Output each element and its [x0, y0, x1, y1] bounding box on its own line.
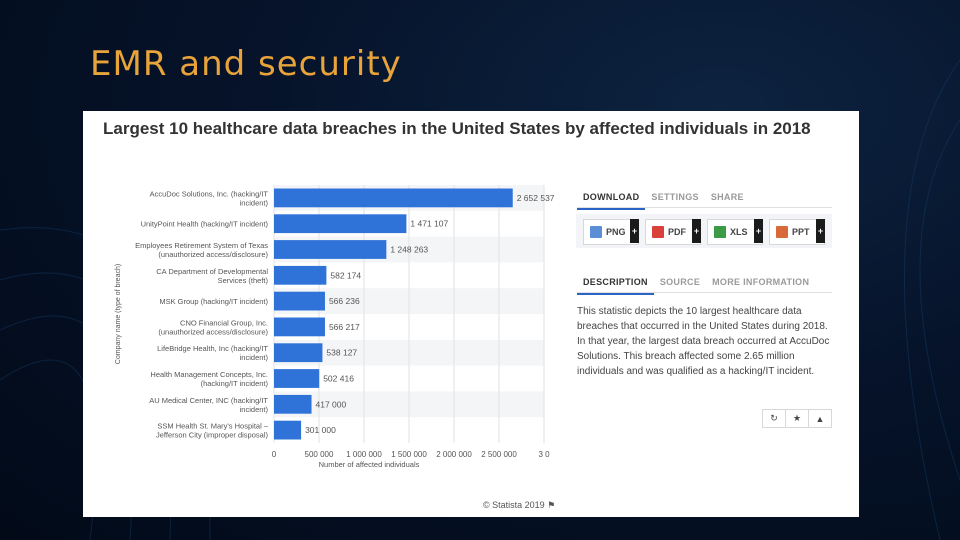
- category-label: MSK Group (hacking/IT incident): [159, 297, 268, 306]
- bar-value-label: 566 217: [329, 322, 360, 332]
- category-label: (hacking/IT incident): [201, 379, 269, 388]
- info-tabs-divider: [577, 292, 832, 293]
- category-label: Jefferson City (improper disposal): [156, 431, 268, 440]
- category-label: (unauthorized access/disclosure): [158, 327, 268, 336]
- category-label: incident): [240, 198, 269, 207]
- bar: [274, 343, 323, 363]
- pdf-file-icon: [652, 226, 664, 238]
- bar-value-label: 582 174: [330, 270, 361, 280]
- credit-text: © Statista 2019: [483, 500, 545, 510]
- plus-icon: +: [816, 219, 825, 243]
- category-label: Services (theft): [218, 276, 269, 285]
- category-label: UnityPoint Health (hacking/IT incident): [141, 220, 269, 229]
- category-label: Health Management Concepts, Inc.: [150, 370, 268, 379]
- x-tick-label: 500 000: [305, 450, 334, 459]
- bar-chart: 2 652 537 AccuDoc Solutions, Inc. (hackin…: [115, 185, 555, 469]
- bar-value-label: 301 000: [305, 425, 336, 435]
- x-axis-label: Number of affected individuals: [319, 460, 420, 469]
- category-label: incident): [240, 405, 269, 414]
- ppt-file-icon: [776, 226, 788, 238]
- bar-value-label: 502 416: [323, 374, 354, 384]
- x-tick-label: 2 500 000: [481, 450, 517, 459]
- category-label: CA Department of Developmental: [156, 267, 268, 276]
- category-label: Employees Retirement System of Texas: [135, 241, 268, 250]
- statista-panel: Largest 10 healthcare data breaches in t…: [83, 111, 859, 517]
- tab-share[interactable]: SHARE: [710, 192, 744, 202]
- bar: [274, 265, 327, 285]
- info-tabs: DESCRIPTION SOURCE MORE INFORMATION: [577, 277, 815, 295]
- download-buttons: PNG + PDF + XLS + PPT +: [576, 214, 832, 248]
- bar: [274, 214, 407, 234]
- plus-icon: +: [630, 219, 639, 243]
- xls-file-icon: [714, 226, 726, 238]
- pdf-download-button[interactable]: PDF +: [645, 219, 701, 245]
- bar-value-label: 1 471 107: [410, 219, 448, 229]
- tab-description[interactable]: DESCRIPTION: [577, 277, 654, 295]
- ppt-button-label: PPT: [792, 227, 810, 237]
- chart-title: Largest 10 healthcare data breaches in t…: [103, 119, 811, 138]
- y-axis-label: Company name (type of breach): [115, 264, 122, 364]
- bar-value-label: 566 236: [329, 296, 360, 306]
- x-tick-label: 1 500 000: [391, 450, 427, 459]
- tab-source[interactable]: SOURCE: [659, 277, 701, 287]
- bar: [274, 317, 325, 337]
- x-tick-label: 1 000 000: [346, 450, 382, 459]
- bar: [274, 240, 387, 259]
- bar: [274, 369, 320, 388]
- statista-credit: © Statista 2019 ⚑: [483, 500, 555, 511]
- x-tick-label: 3 0: [538, 450, 550, 459]
- ppt-download-button[interactable]: PPT +: [769, 219, 825, 245]
- category-label: CNO Financial Group, Inc.: [180, 318, 268, 327]
- bar-value-label: 538 127: [326, 348, 357, 358]
- tab-download[interactable]: DOWNLOAD: [577, 192, 646, 210]
- png-button-label: PNG: [606, 227, 626, 237]
- bar: [274, 291, 325, 311]
- category-label: AU Medical Center, INC (hacking/IT: [149, 396, 268, 405]
- star-icon: ★: [792, 413, 802, 423]
- png-download-button[interactable]: PNG +: [583, 219, 639, 245]
- description-text: This statistic depicts the 10 largest he…: [577, 306, 830, 377]
- plus-icon: +: [692, 219, 701, 243]
- category-label: LifeBridge Health, Inc (hacking/IT: [157, 344, 268, 353]
- category-label: (unauthorized access/disclosure): [158, 250, 268, 259]
- bar: [274, 420, 302, 440]
- x-tick-label: 2 000 000: [436, 450, 472, 459]
- x-tick-label: 0: [272, 450, 277, 459]
- bar-value-label: 417 000: [316, 399, 347, 409]
- notify-button[interactable]: ▲: [808, 409, 832, 428]
- pdf-button-label: PDF: [668, 227, 686, 237]
- slide-title: EMR and security: [90, 44, 402, 84]
- action-buttons: ↻ ★ ▲: [762, 409, 832, 428]
- favorite-button[interactable]: ★: [785, 409, 809, 428]
- flag-icon: ⚑: [547, 500, 556, 510]
- download-tabs: DOWNLOAD SETTINGS SHARE: [577, 192, 750, 210]
- bar: [274, 188, 513, 208]
- refresh-icon: ↻: [770, 413, 778, 423]
- refresh-button[interactable]: ↻: [762, 409, 786, 428]
- category-label: AccuDoc Solutions, Inc. (hacking/IT: [150, 189, 269, 198]
- download-tabs-divider: [577, 207, 832, 208]
- bar-value-label: 1 248 263: [390, 245, 428, 255]
- category-label: incident): [240, 353, 269, 362]
- bar: [274, 394, 312, 414]
- bar-value-label: 2 652 537: [517, 193, 555, 203]
- category-label: SSM Health St. Mary's Hospital –: [157, 422, 268, 431]
- xls-download-button[interactable]: XLS +: [707, 219, 763, 245]
- png-file-icon: [590, 226, 602, 238]
- plus-icon: +: [754, 219, 763, 243]
- bell-icon: ▲: [815, 413, 825, 424]
- tab-more-information[interactable]: MORE INFORMATION: [712, 277, 810, 287]
- tab-settings[interactable]: SETTINGS: [651, 192, 699, 202]
- xls-button-label: XLS: [730, 227, 748, 237]
